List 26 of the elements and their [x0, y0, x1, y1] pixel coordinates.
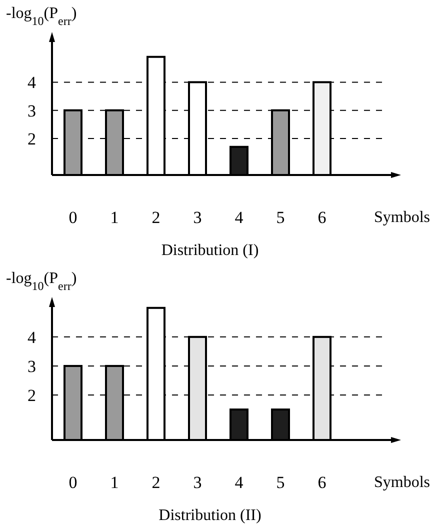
- y-tick-label: 2: [28, 129, 36, 148]
- x-tick-label: 4: [234, 208, 244, 227]
- x-tick-label: 6: [318, 473, 326, 492]
- y-tick-label: 3: [28, 101, 36, 120]
- x-tick-label: 1: [110, 208, 119, 227]
- x-tick-label: 4: [234, 473, 244, 492]
- x-tick-label: 1: [110, 473, 119, 492]
- x-tick-label: 0: [68, 208, 78, 227]
- x-tick-label: 6: [318, 208, 326, 227]
- x-tick-label: 0: [68, 473, 78, 492]
- x-tick-label: 3: [193, 473, 202, 492]
- y-tick-label: 4: [28, 73, 36, 92]
- y-tick-label: 4: [28, 328, 36, 347]
- y-axis-title: -log$_{10}$(P$_{err}$): [6, 270, 77, 293]
- x-tick-label: 2: [152, 208, 160, 227]
- x-axis-title: Symbols: [374, 209, 430, 226]
- x-tick-label: 5: [276, 208, 285, 227]
- x-axis-title: Symbols: [374, 474, 430, 491]
- y-tick-label: 3: [28, 356, 36, 376]
- x-tick-label: 2: [152, 473, 160, 492]
- x-tick-label: 5: [276, 473, 285, 492]
- x-tick-label: 3: [193, 208, 202, 227]
- text: Distribution (II): [158, 507, 262, 524]
- y-tick-label: 2: [28, 386, 36, 405]
- text: Distribution (I): [161, 242, 259, 259]
- y-axis-title: -log$_{10}$(P$_{err}$): [6, 5, 77, 28]
